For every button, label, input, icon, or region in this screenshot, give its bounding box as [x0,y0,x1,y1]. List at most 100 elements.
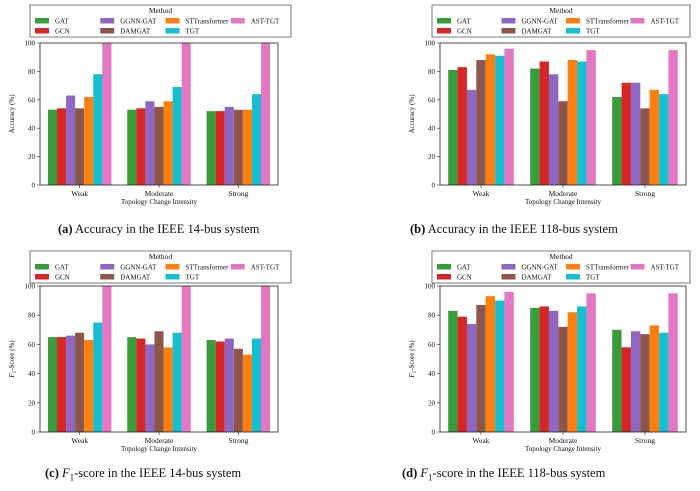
legend-swatch [100,18,115,24]
bar [102,286,112,432]
bar [457,316,467,432]
plot-frame [39,285,279,433]
legend-label: TGT [586,28,600,36]
y-tick-label: 100 [25,40,36,48]
bar [261,286,271,432]
legend-label: DAMGAT [522,28,553,36]
bar [215,111,225,185]
legend-swatch [35,264,49,270]
legend-label: GCN [457,28,472,36]
y-axis-label-f: F [408,373,416,379]
x-tick-label: Moderate [145,436,174,445]
legend: Method GAT GCN GGNN-GAT DAMGAT STTransformer T… [431,250,691,284]
y-axis-label-rest: -Score (%) [408,340,416,371]
bar [548,74,559,185]
legend-swatch [437,264,451,270]
x-tick-label: Weak [71,189,88,198]
bar [181,43,191,185]
legend-swatch [35,274,49,280]
bar [127,109,137,185]
legend-label: TGT [586,274,600,282]
legend-swatch [100,28,115,34]
bar [154,331,164,432]
bar [145,344,155,432]
x-tick-label: Weak [473,436,490,445]
plot-frame [39,42,279,186]
bar [659,332,669,432]
legend-swatch [100,274,115,280]
legend-swatch [437,28,451,34]
bar [476,60,486,185]
bar [233,348,243,432]
caption-d: (d) F1-score in the IEEE 118-bus system [402,466,606,483]
legend-frame [29,4,292,38]
legend-label: STTransformer [186,18,230,26]
legend-swatch [501,264,516,270]
legend-label: AST-TGT [251,18,280,26]
bar [649,89,660,185]
y-tick-label: 80 [28,68,36,76]
y-axis-label: F1-Score (%) [8,340,18,379]
legend-label: GAT [457,18,471,26]
legend-swatch [230,264,245,270]
bar [530,307,540,432]
bar [548,310,559,432]
bar [75,108,85,185]
legend-swatch [35,18,49,24]
y-tick-label: 0 [32,182,36,190]
bar [206,340,216,432]
bar [127,337,137,432]
y-axis-label: Accuracy (%) [8,94,16,134]
legend-swatch [501,28,516,34]
caption-b: (b) Accuracy in the IEEE 118-bus system [410,222,618,236]
bar [495,55,505,185]
legend-swatch [100,264,115,270]
bar [47,109,57,185]
bar [504,291,514,432]
legend: Method GAT GCN GGNN-GAT DAMGAT STTransformer T… [29,250,292,284]
x-tick-label: Weak [473,189,490,198]
bar [640,108,650,185]
bar [93,74,103,185]
legend-label: STTransformer [586,18,630,26]
legend: Method GAT GCN GGNN-GAT DAMGAT STTransformer T… [29,4,292,38]
bar [181,286,191,432]
y-axis-label-rest: -Score (%) [8,340,16,371]
y-axis-label-sub: 1 [13,370,18,373]
legend-label: GAT [55,264,69,272]
legend-swatch [566,28,580,34]
bar [145,101,155,185]
bar [539,306,549,432]
bar [659,94,669,185]
legend-label: GCN [55,28,70,36]
chart-panel-c: Method GAT GCN GGNN-GAT DAMGAT STTransformer T… [8,250,292,453]
bar [206,111,216,185]
legend-frame [431,250,691,284]
bar [621,82,631,185]
legend-title: Method [149,6,173,15]
legend-swatch [165,18,180,24]
bar [630,82,641,185]
y-tick-label: 40 [428,125,436,133]
bar [163,101,173,185]
bar [668,50,678,185]
bar [558,326,568,432]
y-tick-label: 20 [428,153,436,161]
legend-label: DAMGAT [522,274,553,282]
y-tick-label: 100 [25,283,36,291]
legend-label: STTransformer [586,264,630,272]
bar [102,43,112,185]
legend-label: GGNN-GAT [522,264,559,272]
bar [261,43,271,185]
bar [251,338,261,432]
bar [457,67,467,185]
legend-label: AST-TGT [251,264,280,272]
bar [558,101,568,185]
bar [530,68,540,185]
x-tick-label: Moderate [549,436,578,445]
legend-swatch [437,274,451,280]
y-tick-label: 0 [432,429,436,437]
legend-swatch [566,18,580,24]
y-tick-label: 20 [428,399,436,407]
legend-label: GAT [55,18,69,26]
